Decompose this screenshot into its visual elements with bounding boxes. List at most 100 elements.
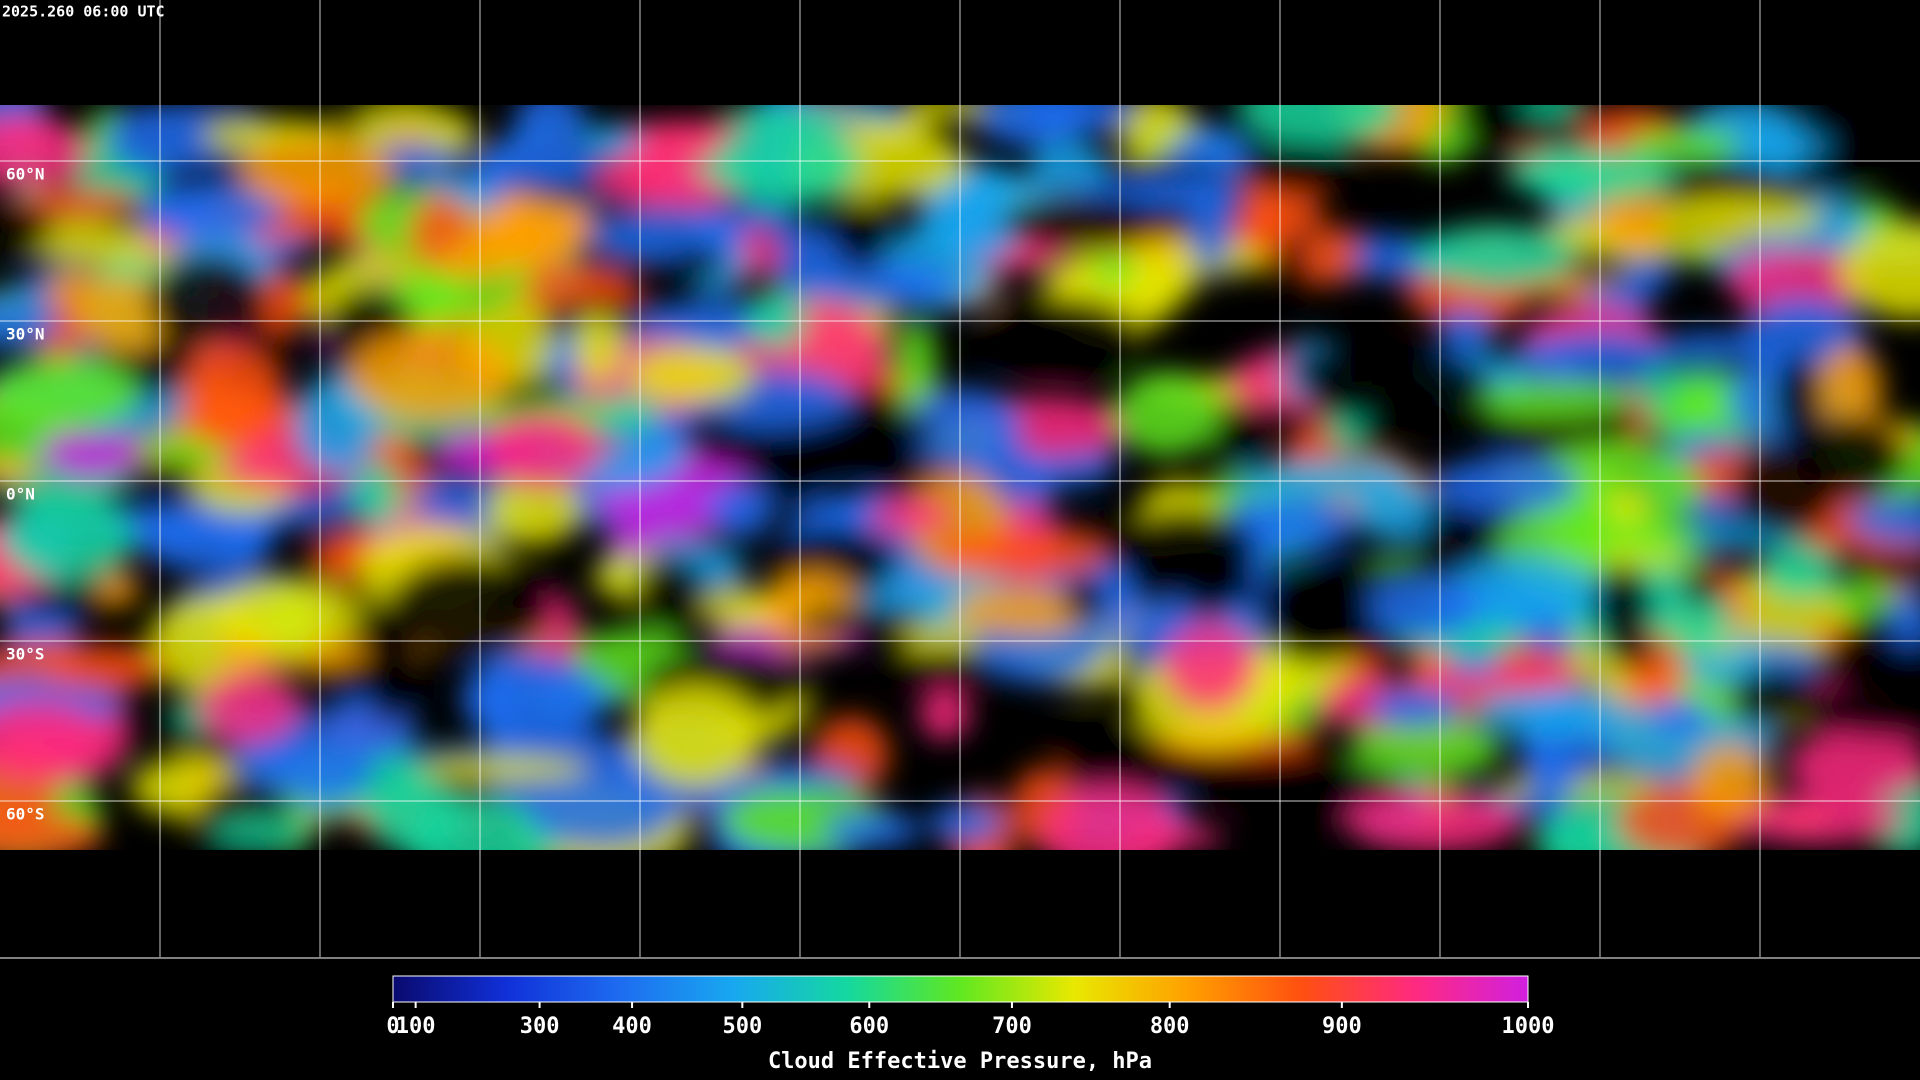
cloud-patch xyxy=(1300,227,1359,286)
cloud-patch xyxy=(1363,577,1484,639)
cloud-patch xyxy=(1447,555,1601,626)
cloud-patch xyxy=(1850,551,1920,585)
timestamp: 2025.260 06:00 UTC xyxy=(2,3,165,21)
cloud-patch xyxy=(1111,509,1259,593)
cloud-patch xyxy=(1567,519,1707,550)
cloud-patch xyxy=(820,410,937,451)
cloud-patch xyxy=(810,262,962,309)
cloud-patch xyxy=(895,317,938,419)
cloud-patch xyxy=(604,530,657,557)
colorbar-tick-label: 300 xyxy=(520,1014,560,1039)
cloud-patch xyxy=(1474,685,1630,739)
cloud-patch xyxy=(707,481,776,540)
cloud-patch xyxy=(1792,415,1908,501)
cloud-patch xyxy=(1120,824,1225,849)
cloud-patch xyxy=(486,409,599,490)
latitude-label: 30°N xyxy=(6,325,45,344)
cloud-patch xyxy=(137,498,276,573)
cloud-patch xyxy=(256,270,309,334)
cloud-patch xyxy=(1236,105,1402,147)
cloud-patch xyxy=(630,684,760,786)
cloud-imagery xyxy=(0,105,1920,850)
cloud-patch xyxy=(1655,197,1823,235)
cloud-patch xyxy=(1089,252,1138,287)
latitude-label: 0°N xyxy=(6,485,35,504)
cloud-patch xyxy=(146,253,268,346)
cloud-patch xyxy=(1162,622,1258,711)
cloud-patch xyxy=(1349,716,1502,781)
cloud-patch xyxy=(823,810,922,849)
cloud-patch xyxy=(1431,456,1579,515)
cloud-patch xyxy=(197,670,298,744)
cloud-patch xyxy=(1021,105,1136,136)
cloud-patch xyxy=(982,296,1142,377)
cloud-patch xyxy=(1888,589,1920,648)
cloud-patch xyxy=(1590,563,1655,654)
cloud-patch xyxy=(1595,185,1671,253)
cloud-patch xyxy=(1660,331,1760,363)
colorbar-label: Cloud Effective Pressure, hPa xyxy=(768,1049,1152,1074)
cloud-patch xyxy=(213,577,361,651)
cloud-patch xyxy=(1115,239,1269,279)
cloud-patch xyxy=(1773,353,1823,444)
cloud-patch xyxy=(1505,148,1677,200)
cloud-patch xyxy=(0,699,104,780)
cloud-patch xyxy=(1457,379,1632,420)
cloud-patch xyxy=(696,432,861,468)
cloud-patch xyxy=(1512,331,1679,378)
cloud-patch xyxy=(1728,248,1869,318)
cloud-patch xyxy=(790,605,928,637)
cloud-patch xyxy=(1521,105,1587,119)
cloud-patch xyxy=(346,329,514,422)
cloud-patch xyxy=(573,311,623,385)
cloud-patch xyxy=(905,387,1024,467)
cloud-patch xyxy=(918,686,971,741)
colorbar-tick-label: 900 xyxy=(1322,1014,1362,1039)
cloud-patch xyxy=(1048,720,1131,750)
cloud-patch xyxy=(351,459,399,527)
cloud-patch xyxy=(49,643,163,693)
cloud-patch xyxy=(41,424,142,480)
cloud-patch xyxy=(137,181,284,239)
cloud-patch xyxy=(1625,126,1742,161)
cloud-patch xyxy=(1786,731,1920,800)
cloud-patch xyxy=(584,123,641,156)
cloud-patch xyxy=(1236,141,1357,194)
cloud-patch xyxy=(1345,790,1522,850)
cloud-patch xyxy=(1113,370,1220,457)
cloud-patch xyxy=(1413,224,1579,288)
cloud-patch xyxy=(1525,740,1570,823)
cloud-patch xyxy=(1061,576,1109,622)
cloud-patch xyxy=(1846,498,1920,544)
cloud-patch xyxy=(1730,792,1904,845)
cloud-patch xyxy=(1437,308,1494,355)
cloud-patch xyxy=(525,778,677,849)
cloud-patch xyxy=(1728,666,1814,729)
cloud-patch xyxy=(744,291,807,349)
cloud-patch xyxy=(669,246,726,280)
cloud-patch xyxy=(438,240,517,281)
cloud-patch xyxy=(1000,195,1160,251)
cloud-patch xyxy=(181,346,285,450)
cloud-patch xyxy=(1689,743,1772,820)
cloud-patch xyxy=(363,628,421,724)
cloud-patch xyxy=(209,818,319,845)
graticule xyxy=(0,0,1920,959)
cloud-patch xyxy=(1366,686,1465,727)
cloud-patch xyxy=(604,394,661,435)
colorbar-tick-label: 1000 xyxy=(1502,1014,1555,1039)
cloud-patch xyxy=(633,554,708,632)
cloud-patch xyxy=(1028,140,1108,191)
colorbar xyxy=(392,975,1529,1003)
cloud-patch xyxy=(0,202,54,257)
colorbar-tick-label: 800 xyxy=(1150,1014,1190,1039)
cloud-patch xyxy=(0,356,139,432)
cloud-patch xyxy=(14,584,119,617)
cloud-patch xyxy=(927,801,1004,844)
cloud-patch xyxy=(1817,344,1883,438)
cloud-patch xyxy=(475,656,523,750)
cloud-patch xyxy=(364,775,464,850)
